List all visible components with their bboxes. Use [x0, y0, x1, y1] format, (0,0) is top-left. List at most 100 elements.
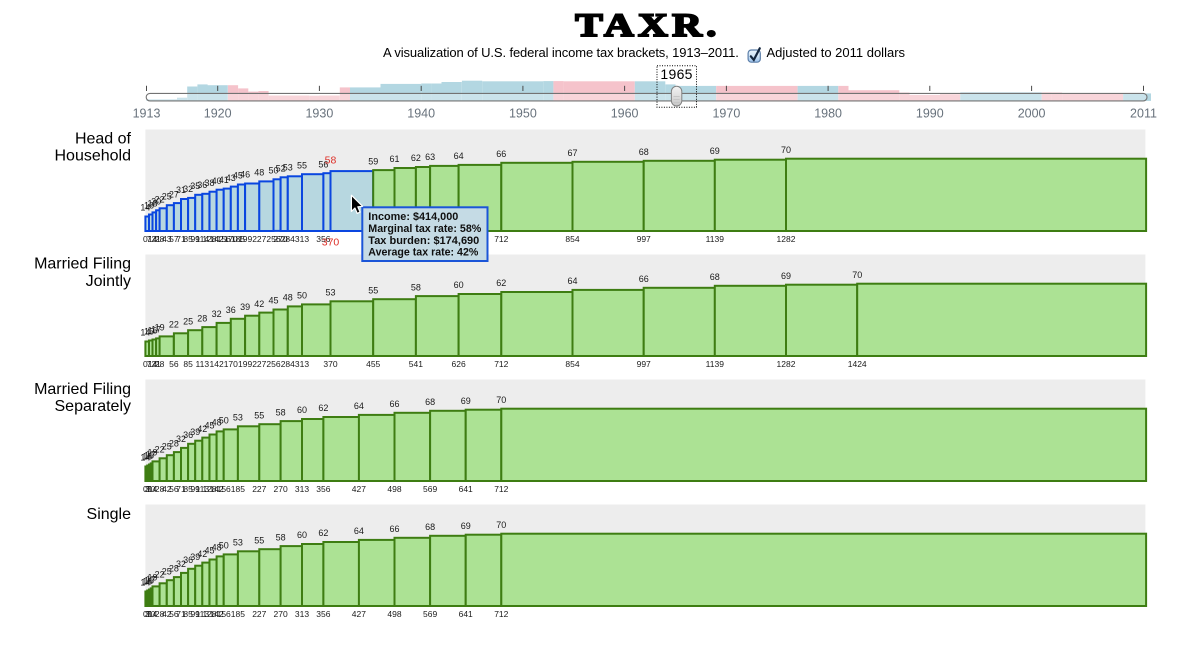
svg-text:15: 15 [142, 577, 152, 587]
svg-text:113: 113 [196, 359, 210, 369]
svg-text:313: 313 [295, 234, 309, 244]
svg-text:45: 45 [204, 421, 214, 431]
svg-text:66: 66 [496, 149, 506, 159]
svg-text:854: 854 [565, 234, 579, 244]
svg-text:42: 42 [254, 299, 264, 309]
svg-text:270: 270 [274, 609, 288, 619]
svg-text:57: 57 [169, 234, 179, 244]
svg-text:55: 55 [368, 285, 378, 295]
svg-text:128: 128 [202, 609, 216, 619]
svg-text:64: 64 [567, 276, 577, 286]
svg-text:36: 36 [226, 305, 236, 315]
svg-text:22: 22 [155, 570, 165, 580]
svg-text:62: 62 [318, 403, 328, 413]
svg-text:Jointly: Jointly [86, 273, 131, 290]
svg-text:19: 19 [147, 573, 157, 583]
svg-text:21: 21 [151, 234, 161, 244]
svg-text:641: 641 [459, 484, 473, 494]
svg-text:39: 39 [190, 552, 200, 562]
svg-text:541: 541 [409, 359, 423, 369]
svg-text:55: 55 [254, 410, 264, 420]
svg-text:854: 854 [565, 359, 579, 369]
svg-text:1950: 1950 [509, 107, 537, 121]
svg-text:68: 68 [425, 522, 435, 532]
svg-text:28: 28 [169, 438, 179, 448]
svg-text:62: 62 [318, 528, 328, 538]
svg-text:61: 61 [389, 154, 399, 164]
svg-text:69: 69 [781, 271, 791, 281]
svg-text:Tax burden: $174,690: Tax burden: $174,690 [368, 235, 479, 247]
svg-text:256: 256 [266, 359, 280, 369]
svg-text:185: 185 [231, 234, 245, 244]
svg-text:270: 270 [274, 234, 288, 244]
svg-text:60: 60 [297, 530, 307, 540]
svg-text:142: 142 [210, 484, 224, 494]
svg-text:19: 19 [155, 323, 165, 333]
svg-text:28: 28 [169, 563, 179, 573]
svg-text:27: 27 [169, 189, 179, 199]
svg-text:313: 313 [295, 359, 309, 369]
svg-text:21: 21 [151, 359, 161, 369]
svg-text:19: 19 [147, 448, 157, 458]
svg-text:284: 284 [281, 359, 295, 369]
svg-text:35: 35 [190, 181, 200, 191]
svg-text:45: 45 [268, 296, 278, 306]
svg-text:53: 53 [233, 538, 243, 548]
svg-text:10: 10 [146, 484, 156, 494]
svg-text:99: 99 [190, 484, 200, 494]
svg-text:712: 712 [494, 484, 508, 494]
svg-text:0: 0 [143, 234, 148, 244]
svg-text:56: 56 [169, 609, 179, 619]
svg-text:58: 58 [411, 282, 421, 292]
svg-text:14: 14 [140, 578, 150, 588]
svg-text:1424: 1424 [848, 359, 867, 369]
svg-text:Married Filing: Married Filing [34, 256, 131, 273]
svg-text:270: 270 [274, 484, 288, 494]
svg-text:7: 7 [147, 484, 152, 494]
svg-text:64: 64 [354, 401, 364, 411]
svg-text:39: 39 [190, 427, 200, 437]
svg-text:55: 55 [297, 160, 307, 170]
svg-text:22: 22 [169, 320, 179, 330]
svg-text:41: 41 [219, 175, 229, 185]
svg-text:32: 32 [183, 184, 193, 194]
svg-text:Household: Household [55, 148, 132, 165]
svg-text:62: 62 [411, 153, 421, 163]
svg-text:199: 199 [238, 234, 252, 244]
svg-text:156: 156 [217, 484, 231, 494]
svg-text:68: 68 [425, 397, 435, 407]
svg-text:99: 99 [190, 234, 200, 244]
svg-text:1139: 1139 [706, 234, 725, 244]
svg-text:1990: 1990 [916, 107, 944, 121]
svg-text:70: 70 [852, 270, 862, 280]
svg-text:498: 498 [387, 609, 401, 619]
svg-text:Married Filing: Married Filing [34, 381, 131, 398]
svg-text:Marginal tax rate: 58%: Marginal tax rate: 58% [368, 223, 481, 235]
svg-text:67: 67 [567, 148, 577, 158]
svg-text:17: 17 [146, 575, 156, 585]
svg-text:427: 427 [352, 484, 366, 494]
svg-text:32: 32 [176, 559, 186, 569]
svg-text:56: 56 [169, 359, 179, 369]
svg-text:427: 427 [352, 609, 366, 619]
svg-text:16: 16 [144, 576, 154, 586]
svg-text:14: 14 [148, 609, 158, 619]
svg-text:64: 64 [454, 151, 464, 161]
svg-text:227: 227 [252, 484, 266, 494]
svg-text:32: 32 [212, 309, 222, 319]
svg-text:626: 626 [452, 359, 466, 369]
svg-text:0: 0 [143, 609, 148, 619]
svg-text:48: 48 [254, 168, 264, 178]
svg-text:Single: Single [87, 506, 132, 523]
svg-text:7: 7 [147, 234, 152, 244]
svg-text:641: 641 [459, 609, 473, 619]
svg-text:14: 14 [148, 359, 158, 369]
svg-text:156: 156 [217, 234, 231, 244]
svg-text:64: 64 [354, 526, 364, 536]
svg-text:16: 16 [144, 451, 154, 461]
svg-text:50: 50 [297, 291, 307, 301]
svg-text:48: 48 [212, 543, 222, 553]
svg-text:3: 3 [145, 484, 150, 494]
svg-text:712: 712 [494, 609, 508, 619]
svg-text:997: 997 [637, 234, 651, 244]
